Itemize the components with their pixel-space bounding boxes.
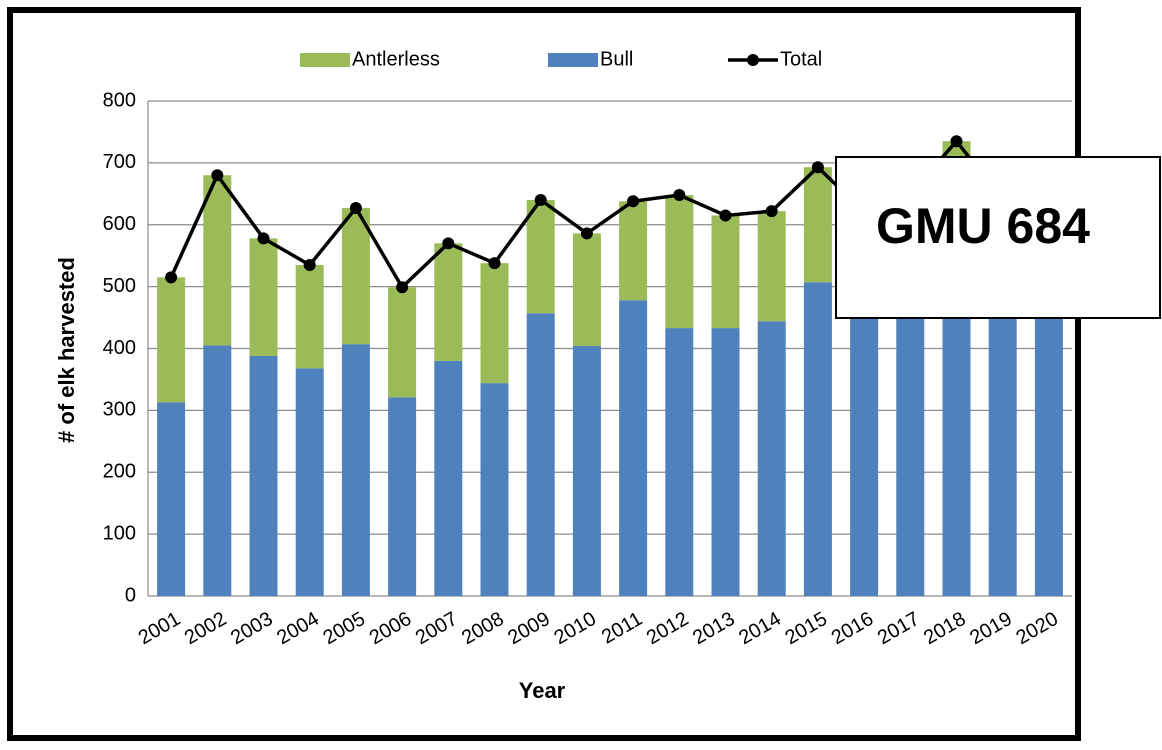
bar	[572, 233, 601, 347]
marker	[765, 205, 778, 218]
bar	[619, 300, 648, 596]
marker	[534, 194, 547, 206]
bar	[341, 208, 370, 345]
y-tick-label: 600	[103, 213, 136, 235]
bar	[711, 215, 740, 329]
bar	[295, 368, 324, 596]
marker	[442, 237, 455, 250]
legend-swatch	[300, 53, 350, 67]
bar	[157, 277, 186, 403]
y-tick-label: 100	[103, 522, 136, 544]
bar	[295, 264, 324, 369]
legend-label: Total	[780, 48, 822, 70]
marker	[396, 281, 409, 294]
marker	[719, 209, 732, 222]
bar	[665, 328, 694, 596]
marker	[257, 232, 270, 245]
y-tick-label: 400	[103, 337, 136, 359]
marker	[580, 227, 593, 240]
marker	[673, 189, 686, 202]
bar	[1034, 299, 1063, 596]
bar	[896, 299, 925, 596]
marker	[349, 202, 362, 215]
legend-marker	[747, 54, 759, 66]
bar	[665, 195, 694, 329]
bar	[249, 238, 278, 356]
legend-label: Antlerless	[352, 48, 440, 70]
annotation-box	[835, 156, 1161, 319]
marker	[950, 135, 963, 148]
bar	[157, 402, 186, 596]
bar	[619, 201, 648, 301]
bar	[341, 344, 370, 596]
y-tick-label: 0	[125, 584, 136, 606]
marker	[303, 258, 316, 271]
bar	[203, 175, 232, 346]
bar	[803, 167, 832, 283]
legend-swatch	[548, 53, 598, 67]
annotation: GMU 684	[876, 198, 1090, 254]
marker	[811, 161, 824, 174]
marker	[211, 169, 224, 182]
bar	[988, 292, 1017, 596]
y-tick-label: 800	[103, 89, 136, 111]
bar	[526, 313, 555, 596]
marker	[488, 257, 501, 270]
bar	[249, 355, 278, 596]
y-tick-label: 200	[103, 461, 136, 483]
bar	[203, 345, 232, 596]
y-tick-label: 300	[103, 399, 136, 421]
legend-label: Bull	[600, 48, 633, 70]
bar	[388, 287, 417, 398]
y-tick-label: 500	[103, 275, 136, 297]
bar	[572, 346, 601, 596]
bar	[434, 360, 463, 596]
bar	[480, 263, 509, 384]
x-axis-title: Year	[519, 678, 566, 703]
y-axis-title: # of elk harvested	[54, 257, 79, 443]
bar	[480, 383, 509, 596]
bar	[434, 243, 463, 361]
marker	[627, 195, 640, 208]
bar	[757, 211, 786, 322]
bar	[757, 321, 786, 596]
bar	[803, 282, 832, 596]
bar	[850, 316, 879, 596]
bar	[526, 200, 555, 314]
y-tick-label: 700	[103, 151, 136, 173]
bar	[711, 328, 740, 596]
marker	[165, 271, 178, 284]
bar	[942, 286, 971, 596]
bar	[388, 397, 417, 596]
